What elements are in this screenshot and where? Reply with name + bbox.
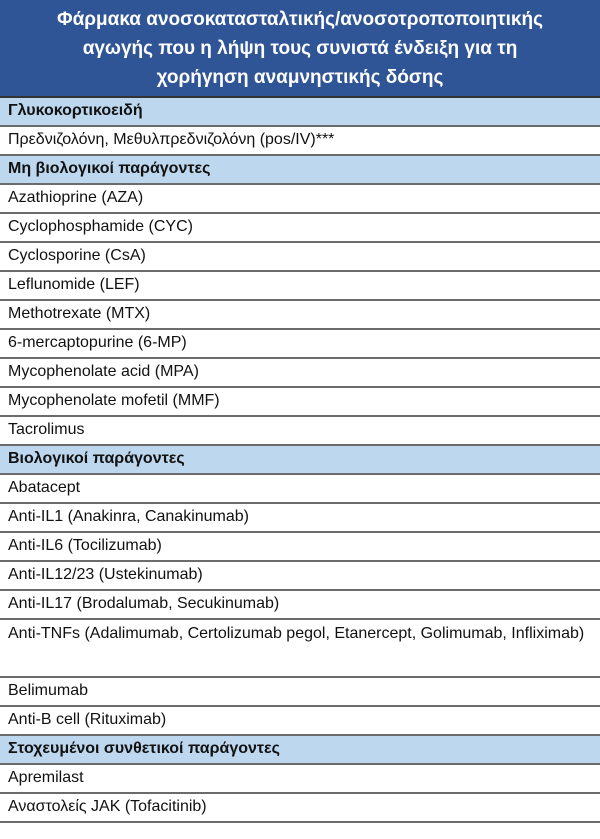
drug-row: Anti-IL1 (Anakinra, Canakinumab) <box>0 504 600 533</box>
category-row: Γλυκοκορτικοειδή <box>0 98 600 127</box>
drug-row: Anti-IL12/23 (Ustekinumab) <box>0 562 600 591</box>
drug-row: Cyclosporine (CsA) <box>0 243 600 272</box>
drug-row: Anti-B cell (Rituximab) <box>0 707 600 736</box>
drug-row: Azathioprine (AZA) <box>0 185 600 214</box>
title-line: αγωγής που η λήψη τους συνιστά ένδειξη γ… <box>82 38 518 59</box>
drug-row: Mycophenolate mofetil (MMF) <box>0 388 600 417</box>
drug-row: Anti-IL17 (Brodalumab, Secukinumab) <box>0 591 600 620</box>
drug-row: 6-mercaptopurine (6-MP) <box>0 330 600 359</box>
table-header: Φάρμακα ανοσοκατασταλτικής/ανοσοτροποποι… <box>0 0 600 98</box>
drug-row: Abatacept <box>0 475 600 504</box>
title-line: Φάρμακα ανοσοκατασταλτικής/ανοσοτροποποι… <box>57 9 543 30</box>
category-row: Βιολογικοί παράγοντες <box>0 446 600 475</box>
category-row: Μη βιολογικοί παράγοντες <box>0 156 600 185</box>
table-body: Γλυκοκορτικοειδή Πρεδνιζολόνη, Μεθυλπρεδν… <box>0 98 600 823</box>
drug-row: Apremilast <box>0 765 600 794</box>
drug-row: Anti-IL6 (Tocilizumab) <box>0 533 600 562</box>
drug-row: Belimumab <box>0 678 600 707</box>
drug-row: Cyclophosphamide (CYC) <box>0 214 600 243</box>
drug-row: Anti-TNFs (Adalimumab, Certolizumab pego… <box>0 620 600 678</box>
category-row: Στοχευμένοι συνθετικοί παράγοντες <box>0 736 600 765</box>
title-line: χορήγηση αναμνηστικής δόσης <box>156 67 444 88</box>
drug-row: Πρεδνιζολόνη, Μεθυλπρεδνιζολόνη (pos/IV)… <box>0 127 600 156</box>
drug-row: Leflunomide (LEF) <box>0 272 600 301</box>
drug-row: Αναστολείς JAK (Tofacitinib) <box>0 794 600 823</box>
drug-row: Methotrexate (MTX) <box>0 301 600 330</box>
drug-row: Mycophenolate acid (MPA) <box>0 359 600 388</box>
drug-row: Tacrolimus <box>0 417 600 446</box>
